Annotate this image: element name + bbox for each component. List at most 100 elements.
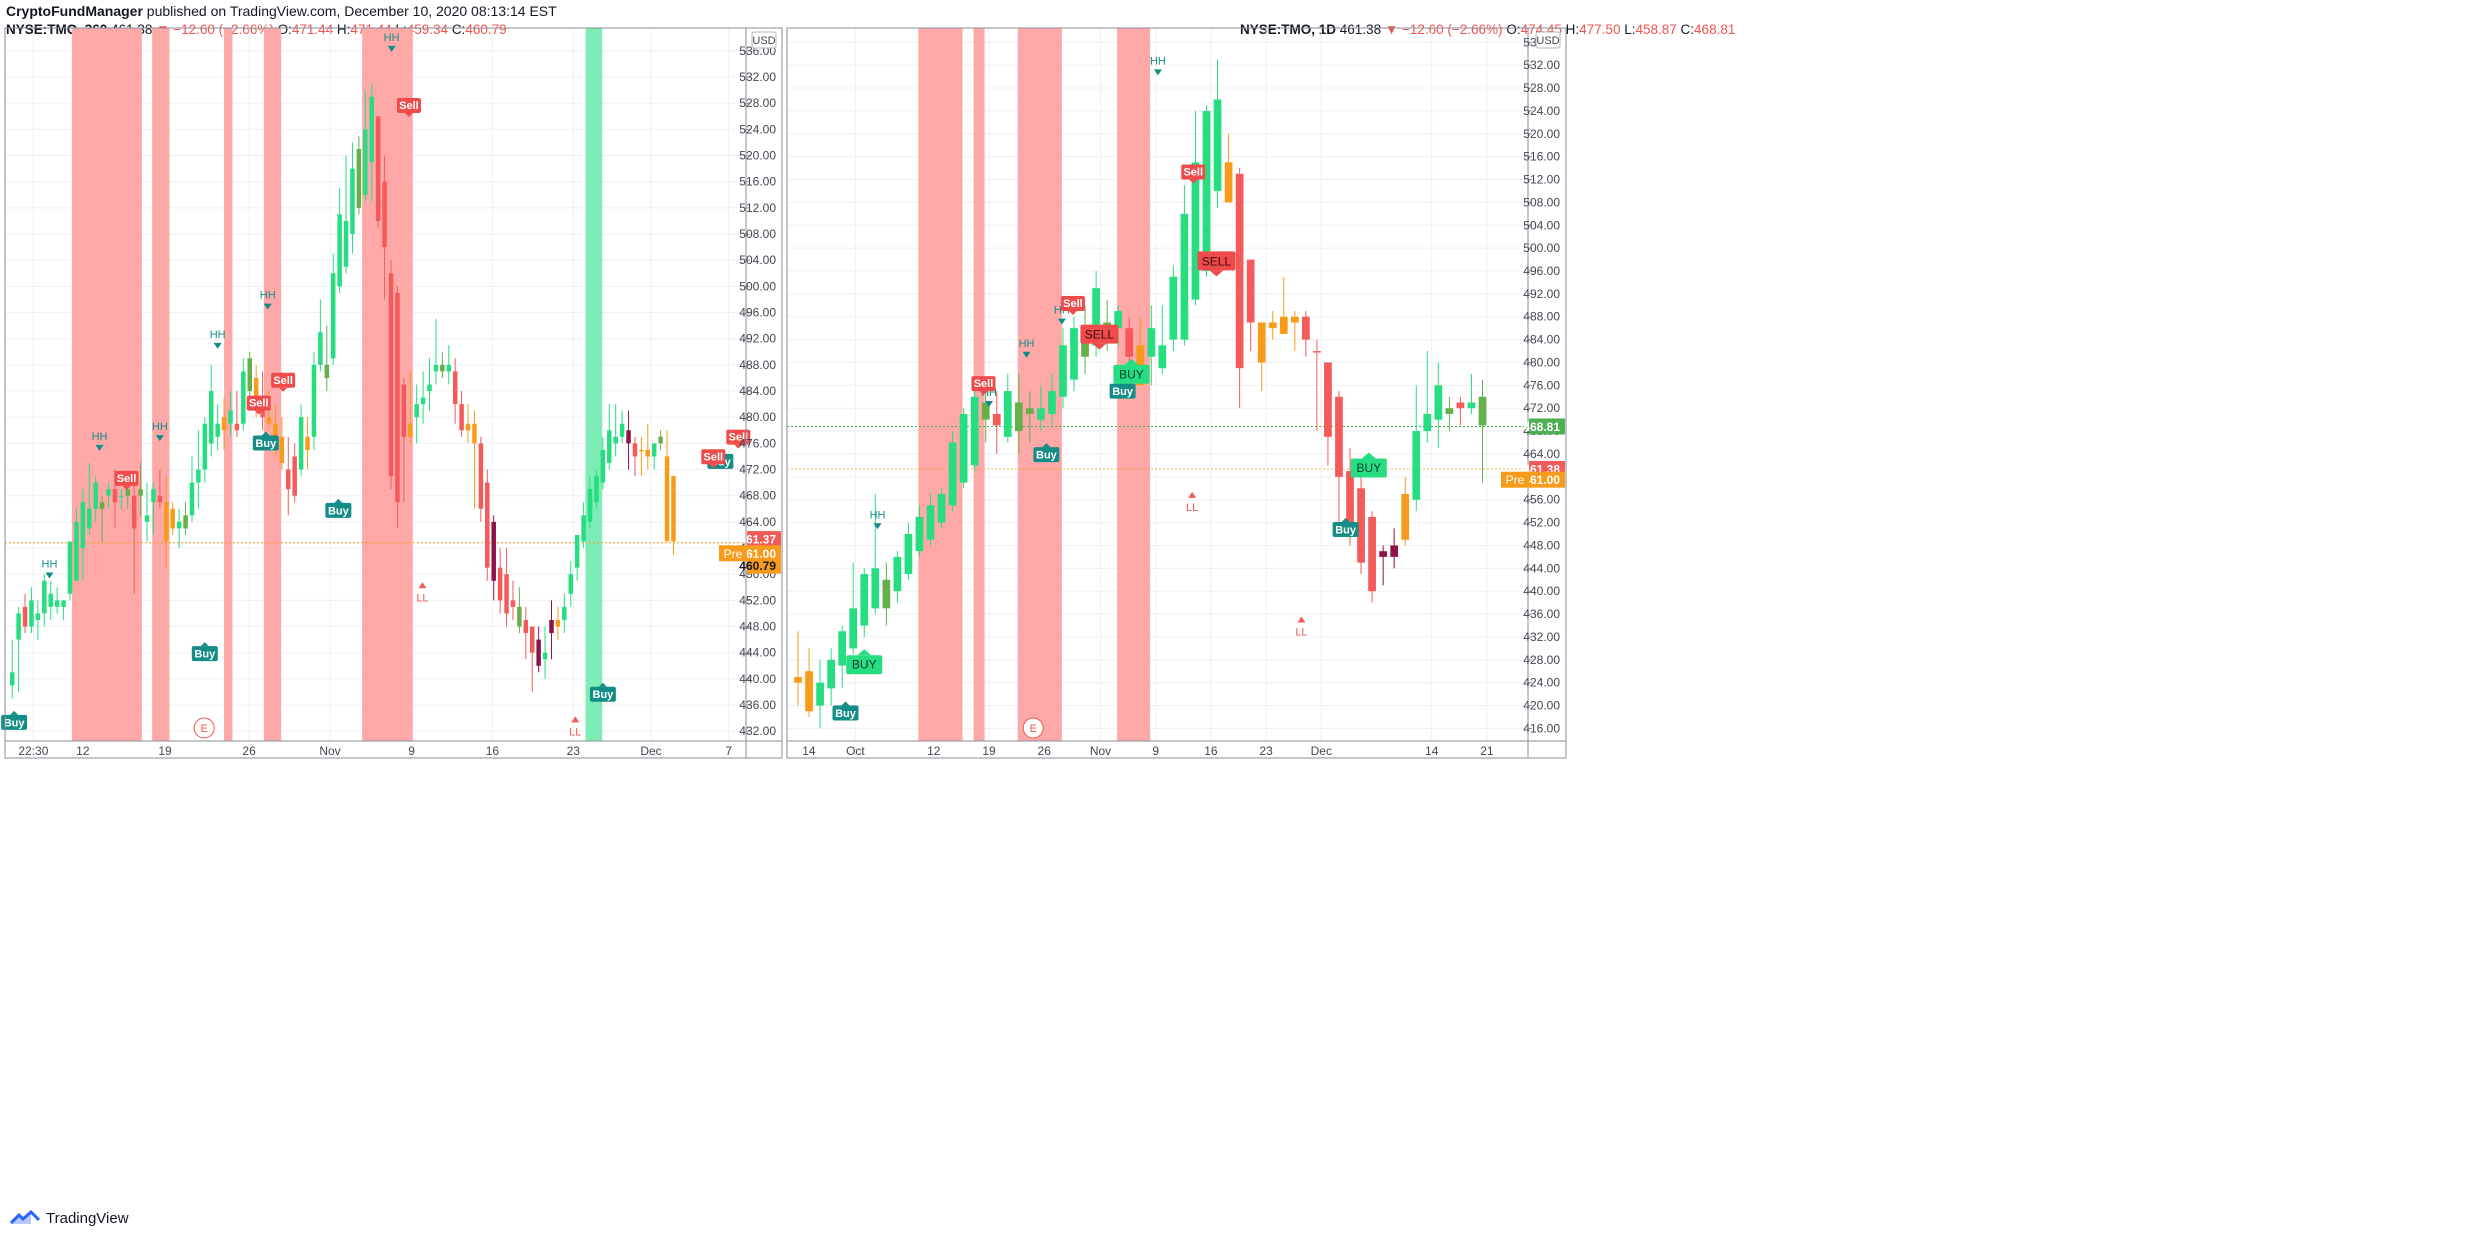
chart-pane-left: HHHHHHHHHHHHLLLLBuyBuyBuyBuyBuyBuySellSe… (1, 27, 816, 759)
candle-body (465, 423, 471, 431)
ll-label: LL (1295, 626, 1307, 638)
sell-signal-label: Sell (273, 375, 293, 387)
candle-body (9, 672, 15, 686)
y-tick-label: 476.00 (739, 436, 776, 450)
price-label: 461.00 (1523, 473, 1560, 487)
currency-box (1535, 31, 1561, 49)
candle-body (22, 606, 28, 627)
footer-brand[interactable]: TradingView (46, 1209, 129, 1227)
y-tick-label: 528.00 (1523, 81, 1560, 95)
sell-strong-signal-label: SELL (1085, 328, 1115, 342)
candle-body (915, 516, 924, 552)
candle-body (311, 364, 317, 437)
low-value: 458.87 (1635, 22, 1677, 37)
candle-body (324, 364, 330, 378)
y-tick-label: 420.00 (1523, 699, 1560, 713)
price-label-box (747, 545, 781, 562)
candle-body (1114, 311, 1123, 329)
buy-pointer-icon (841, 701, 850, 706)
candle-body (29, 600, 34, 627)
candle-body (970, 396, 979, 466)
buy-signal-label: Buy (835, 708, 857, 720)
candle-body (816, 682, 824, 706)
candle-body (1456, 402, 1465, 409)
y-tick-label: 476.00 (1523, 378, 1560, 392)
candle-body (1445, 408, 1454, 414)
y-tick-label: 500.00 (1523, 241, 1560, 255)
y-tick-label: 456.00 (1523, 493, 1560, 507)
sell-zone-band (71, 28, 142, 741)
author-name[interactable]: CryptoFundManager (6, 3, 143, 19)
buy-signal-box (1332, 522, 1359, 538)
sell-signal-box (396, 98, 421, 114)
price-axis: 416.00 420.00 424.00 428.00 432.00 436.00 440.… (1501, 31, 1565, 735)
price-label-box (747, 531, 781, 548)
candle-body (1169, 276, 1178, 340)
buy-signal-label: Buy (4, 717, 26, 729)
sell-signal-box (726, 429, 751, 445)
sell-signal-label: Sell (1183, 167, 1203, 179)
buy-signal-box (325, 502, 352, 518)
o-label: O: (1506, 22, 1521, 37)
hh-down-triangle-icon (45, 572, 54, 579)
candle-body (189, 482, 195, 516)
candle-body (318, 332, 323, 365)
y-tick-label: 496.00 (1523, 264, 1560, 278)
candle-body (1290, 316, 1299, 323)
candle-body (1467, 402, 1476, 409)
buy-signal-label: Buy (328, 505, 350, 517)
sell-signal-label: Sell (703, 451, 723, 463)
x-tick-label: 23 (567, 744, 581, 758)
y-tick-label: 524.00 (1523, 104, 1560, 118)
hh-label: HH (210, 329, 226, 341)
earnings-label: E (1030, 723, 1037, 735)
candle-body (215, 423, 220, 437)
candle-body (1224, 162, 1233, 203)
legend-right: NYSE:TMO, 1D 461.38 ▼ −12.60 (−2.66%) O:… (1240, 22, 1735, 37)
sell-pointer-icon (122, 485, 131, 490)
candle-body (61, 600, 66, 607)
candle-body (228, 410, 233, 424)
hh-down-triangle-icon (213, 342, 222, 349)
sell-strong-signal-box (1197, 251, 1236, 271)
x-tick-label: Dec (1311, 744, 1332, 758)
candle-body (87, 508, 92, 529)
y-tick-label: 464.00 (739, 515, 776, 529)
candle-body (305, 436, 310, 450)
candle-body (1125, 328, 1134, 357)
ll-up-triangle-icon (418, 582, 427, 589)
low-value: 459.34 (406, 22, 449, 37)
sell-zone-band (1017, 28, 1062, 741)
y-tick-label: 444.00 (1523, 561, 1560, 575)
candle-body (42, 580, 47, 614)
buy-pointer-icon (10, 710, 19, 715)
publish-headline: CryptoFundManager published on TradingVi… (6, 3, 557, 19)
footer: TradingView (10, 1205, 129, 1231)
hh-label: HH (1019, 338, 1035, 350)
buy-signal-label: Buy (1036, 450, 1058, 462)
candle-body (369, 96, 374, 163)
sell-pointer-icon (1189, 179, 1198, 184)
ll-up-triangle-icon (571, 716, 580, 723)
x-tick-label: 16 (1204, 744, 1218, 758)
sell-signal-label: Sell (974, 378, 994, 390)
candle-body (536, 639, 541, 666)
candle-body (112, 489, 118, 503)
y-tick-label: 520.00 (1523, 127, 1560, 141)
sell-signal-box (701, 449, 726, 465)
y-tick-label: 424.00 (1523, 676, 1560, 690)
candle-body (587, 489, 593, 522)
y-tick-label: 528.00 (739, 96, 776, 110)
candle-body (926, 505, 935, 540)
candle-body (485, 482, 490, 568)
buy-strong-pointer-icon (857, 649, 872, 656)
candle-body (1081, 339, 1089, 357)
sell-signal-box (1181, 164, 1206, 180)
candle-body (904, 534, 913, 575)
earnings-label: E (200, 723, 207, 735)
hh-label: HH (384, 32, 400, 44)
x-tick-label: 21 (1480, 744, 1494, 758)
x-tick-label: 7 (725, 744, 732, 758)
candle-body (144, 515, 150, 522)
